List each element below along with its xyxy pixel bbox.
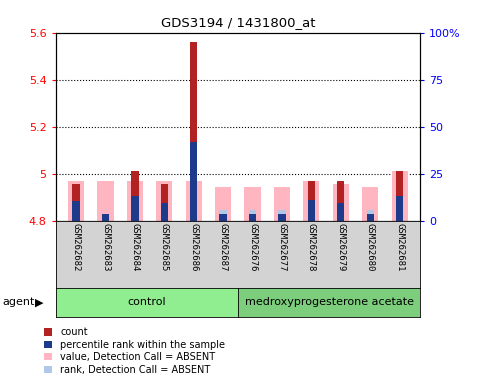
Bar [190, 42, 198, 221]
Bar [127, 181, 143, 221]
Bar [392, 171, 408, 221]
Bar [362, 187, 378, 221]
Text: GSM262681: GSM262681 [395, 223, 404, 271]
Bar [219, 210, 227, 221]
Bar [185, 181, 202, 221]
Text: GSM262687: GSM262687 [219, 223, 227, 271]
Bar [337, 203, 344, 221]
Bar [249, 214, 256, 221]
Bar [367, 210, 374, 221]
Bar [156, 181, 172, 221]
Bar [333, 184, 349, 221]
Bar [190, 214, 198, 221]
Bar [72, 208, 80, 221]
Bar [367, 214, 374, 221]
Legend: count, percentile rank within the sample, value, Detection Call = ABSENT, rank, : count, percentile rank within the sample… [43, 328, 225, 375]
Bar [396, 196, 403, 221]
Bar [274, 187, 290, 221]
Bar [337, 208, 344, 221]
Bar [215, 187, 231, 221]
Bar [278, 214, 285, 221]
Bar [337, 181, 344, 221]
Text: GSM262678: GSM262678 [307, 223, 316, 271]
Text: GSM262677: GSM262677 [278, 223, 286, 271]
Text: control: control [128, 297, 166, 308]
Text: GSM262683: GSM262683 [101, 223, 110, 271]
Bar [102, 214, 109, 221]
Bar [396, 171, 403, 221]
Text: ▶: ▶ [35, 297, 43, 308]
Bar [249, 210, 256, 221]
Bar [102, 214, 109, 221]
Bar [308, 181, 315, 221]
Text: GSM262686: GSM262686 [189, 223, 198, 271]
Bar [131, 171, 139, 221]
Bar [249, 214, 256, 221]
Text: GSM262682: GSM262682 [71, 223, 81, 271]
Title: GDS3194 / 1431800_at: GDS3194 / 1431800_at [161, 16, 315, 29]
Bar [161, 208, 168, 221]
Bar [131, 205, 139, 221]
Bar [278, 210, 285, 221]
Text: medroxyprogesterone acetate: medroxyprogesterone acetate [244, 297, 413, 308]
Bar [308, 207, 315, 221]
Bar [161, 184, 168, 221]
Text: GSM262679: GSM262679 [336, 223, 345, 271]
Bar [72, 201, 80, 221]
Bar [303, 181, 319, 221]
Bar [367, 214, 374, 221]
Bar [161, 203, 168, 221]
Text: agent: agent [2, 297, 35, 308]
Bar [219, 214, 227, 221]
Bar [102, 214, 109, 221]
Text: GSM262680: GSM262680 [366, 223, 375, 271]
Bar [98, 181, 114, 221]
Bar [131, 196, 139, 221]
Bar [72, 184, 80, 221]
Text: GSM262685: GSM262685 [160, 223, 169, 271]
Text: GSM262676: GSM262676 [248, 223, 257, 271]
Bar [190, 142, 198, 221]
Bar [396, 205, 403, 221]
Bar [244, 187, 261, 221]
Bar [308, 200, 315, 221]
Bar [219, 214, 227, 221]
Bar [68, 181, 84, 221]
Text: GSM262684: GSM262684 [130, 223, 140, 271]
Bar [278, 214, 285, 221]
